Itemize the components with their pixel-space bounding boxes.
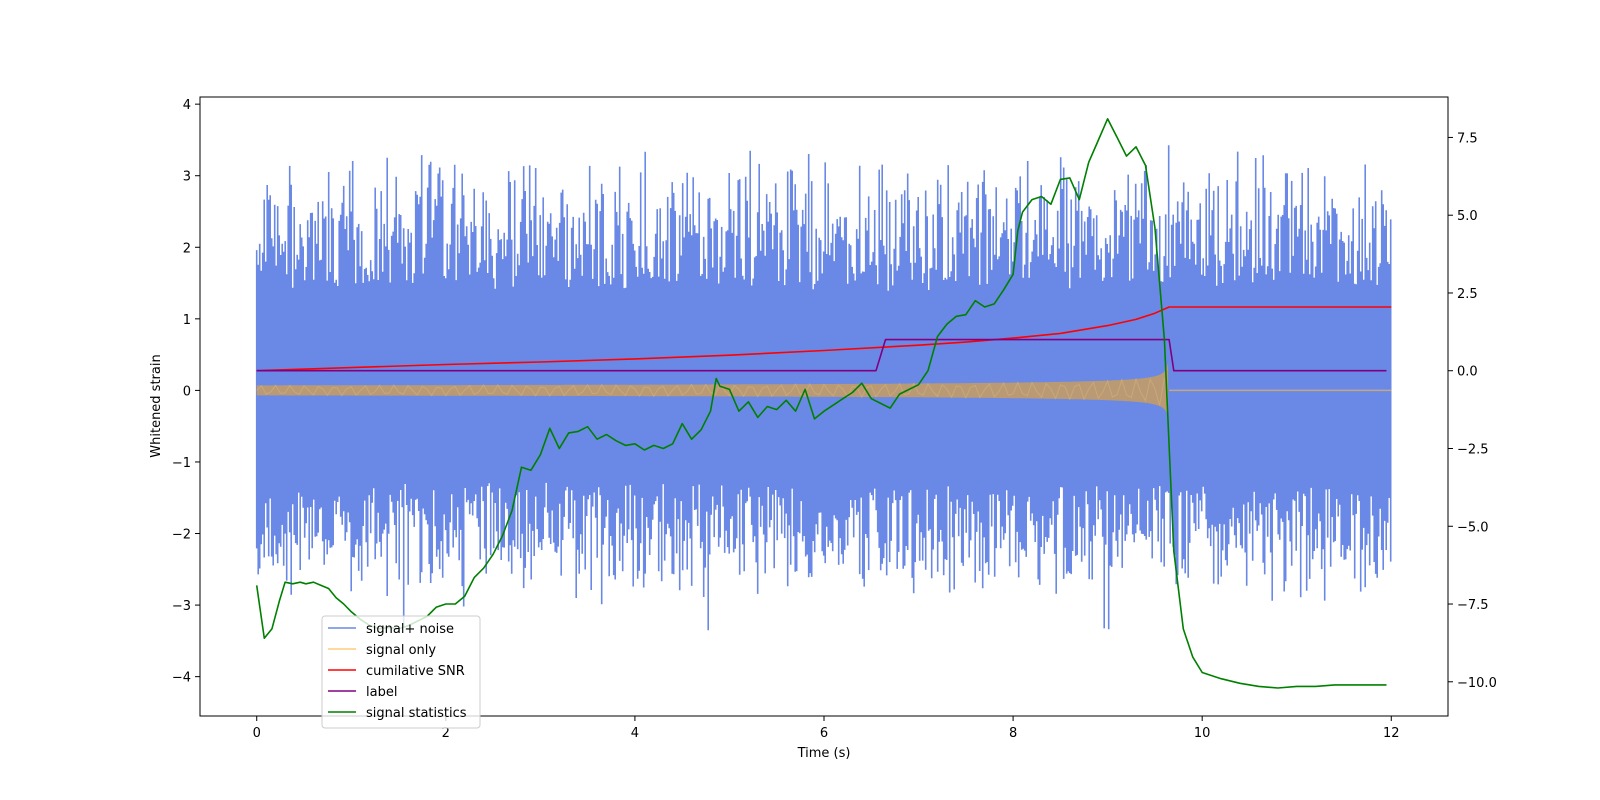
legend-label: signal statistics [366,706,467,721]
legend: signal+ noise signal only cumilative SNR la… [321,615,481,729]
y-left-tick-label: 3 [183,170,191,185]
series-cumilative-snr [256,306,1392,372]
y-right-tick-label: −2.5 [1457,442,1489,457]
y-left-tick-label: 0 [183,384,191,399]
y-left-tick-label: −1 [172,456,191,471]
x-tick-label: 6 [820,726,828,741]
y-left-tick-label: −2 [172,528,191,543]
legend-label: signal only [366,643,436,658]
legend-label: label [366,685,397,700]
series-label [256,338,1387,372]
chirp-wave [256,377,1165,406]
y-left-tick-label: 1 [183,313,191,328]
y-axis-right: 7.5 5.0 2.5 0.0 −2.5 −5.0 −7.5 −10.0 [1448,131,1497,691]
y-axis-left: 4 3 2 1 0 −1 −2 −3 −4 [172,98,200,686]
x-axis-title: Time (s) [797,746,851,761]
legend-item: label [328,685,397,700]
y-axis-title: Whitened strain [149,354,164,457]
x-tick-label: 8 [1009,726,1017,741]
x-tick-label: 12 [1383,726,1400,741]
y-right-tick-label: −10.0 [1457,676,1497,691]
legend-item: signal+ noise [328,622,454,637]
x-axis: 0 2 4 6 8 10 12 [253,716,1400,741]
y-left-tick-label: 4 [183,98,191,113]
series-signal-only [256,362,1392,419]
y-right-tick-label: 7.5 [1457,131,1478,146]
legend-box [321,615,481,729]
legend-item: cumilative SNR [328,664,465,679]
y-right-tick-label: 0.0 [1457,365,1478,380]
x-tick-label: 2 [442,726,450,741]
y-right-tick-label: 2.5 [1457,287,1478,302]
y-right-tick-label: 5.0 [1457,209,1478,224]
chirp-envelope [256,362,1169,419]
y-left-tick-label: 2 [183,241,191,256]
y-right-tick-label: −7.5 [1457,598,1489,613]
legend-item: signal statistics [328,706,467,721]
y-left-tick-label: −4 [172,671,191,686]
y-right-tick-label: −5.0 [1457,520,1489,535]
legend-label: cumilative SNR [366,664,465,679]
legend-label: signal+ noise [366,622,454,637]
x-tick-label: 0 [253,726,261,741]
x-tick-label: 4 [631,726,639,741]
y-left-tick-label: −3 [172,599,191,614]
x-tick-label: 10 [1194,726,1211,741]
legend-item: signal only [328,643,436,658]
